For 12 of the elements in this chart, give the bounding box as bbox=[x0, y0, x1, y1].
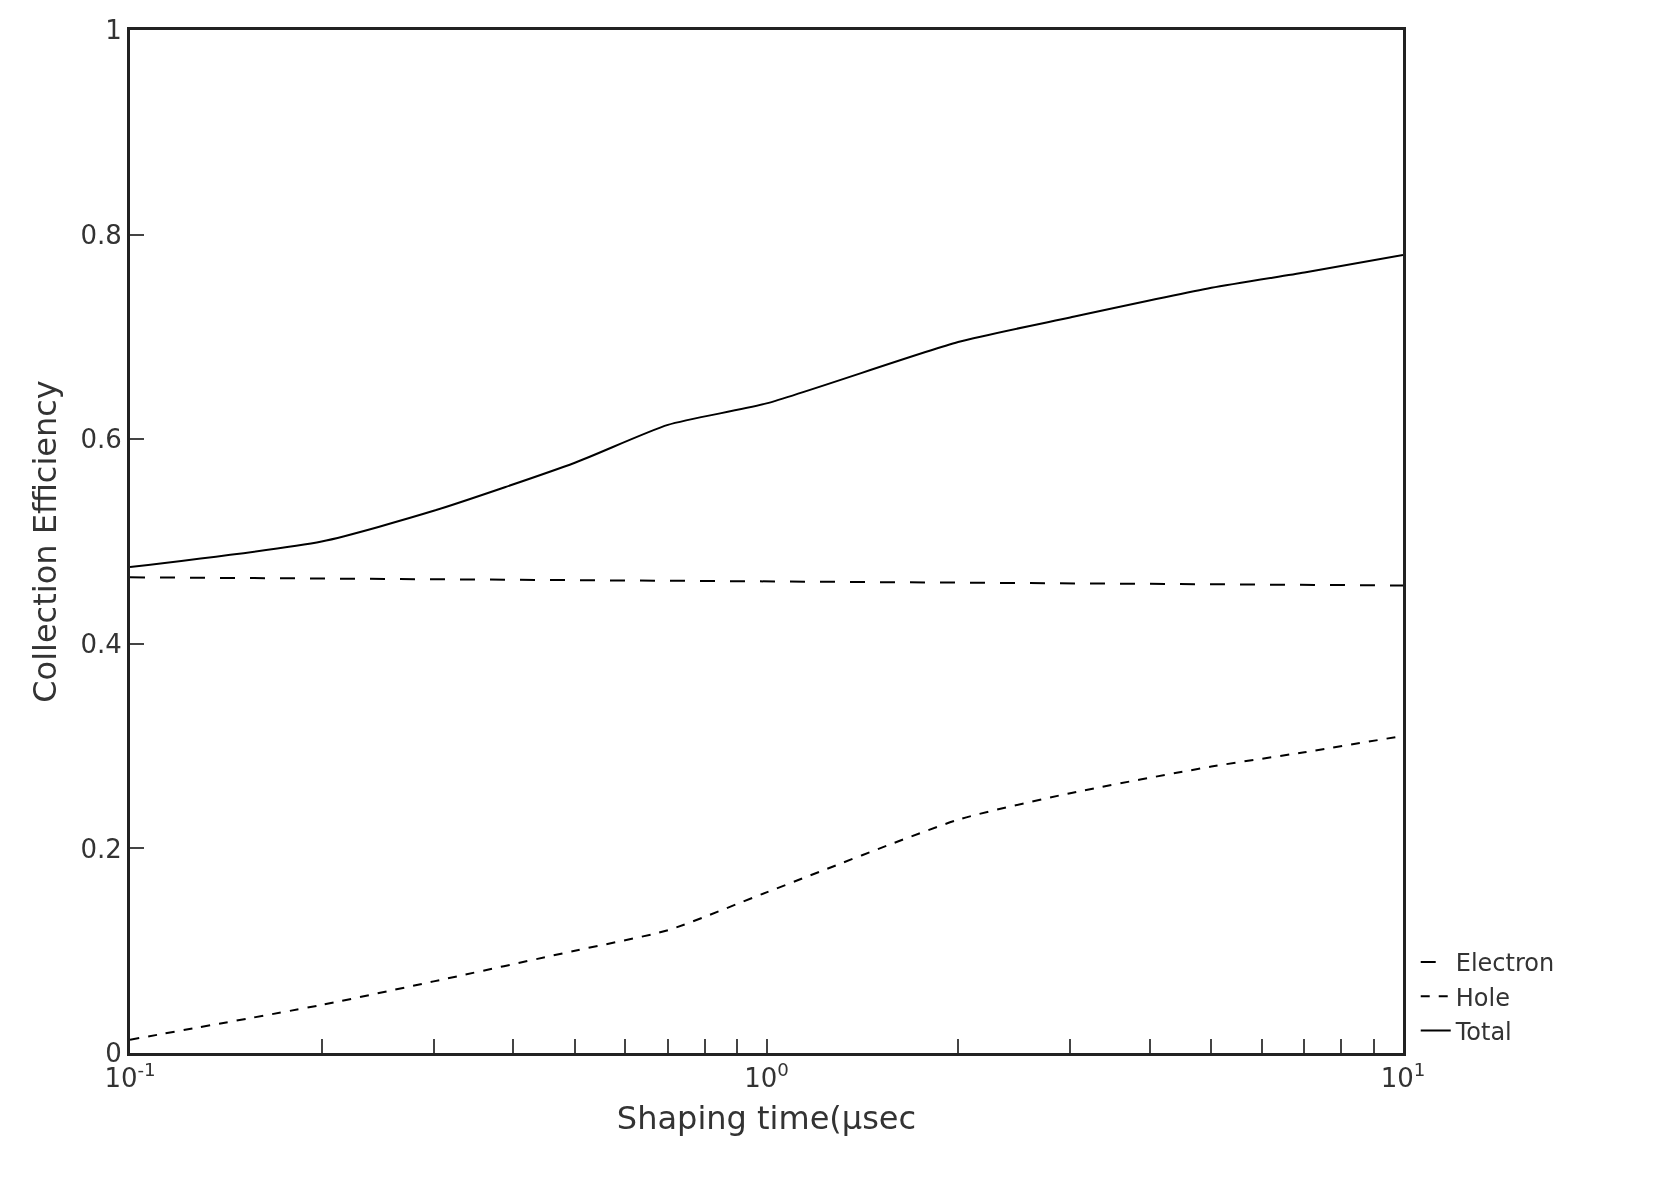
y-tick-label: 0.6 bbox=[80, 424, 122, 455]
legend-label: Total bbox=[1454, 1017, 1512, 1046]
x-axis-title: Shaping time(μsec bbox=[616, 1099, 917, 1138]
x-tick-label: 10$^{1}$ bbox=[1380, 1059, 1426, 1094]
legend-label: Hole bbox=[1455, 983, 1510, 1012]
y-tick-label: 0.8 bbox=[80, 219, 122, 250]
x-tick-label: 10$^{0}$ bbox=[744, 1059, 789, 1094]
y-tick-label: 1 bbox=[105, 15, 122, 46]
legend-label: Electron bbox=[1455, 949, 1555, 978]
y-axis-title: Collection Efficiency bbox=[25, 380, 64, 703]
y-tick-label: 0.2 bbox=[80, 833, 122, 864]
y-tick-label: 0.4 bbox=[80, 628, 122, 659]
